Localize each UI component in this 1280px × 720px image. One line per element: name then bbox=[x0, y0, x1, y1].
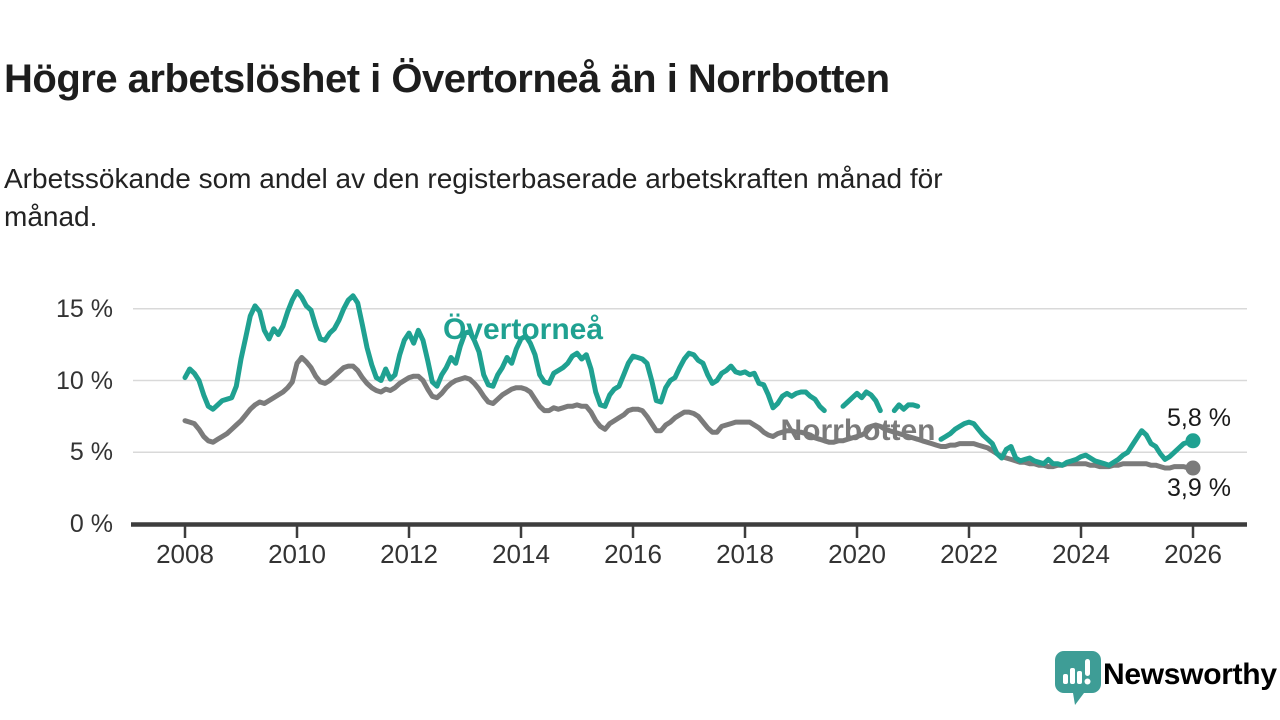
x-tick-label-2010: 2010 bbox=[268, 539, 326, 569]
series-label-övertorneå: Övertorneå bbox=[442, 313, 604, 346]
x-axis bbox=[131, 522, 1247, 538]
exclamation-dot bbox=[1084, 678, 1091, 685]
chart-subtitle: Arbetssökande som andel av den registerb… bbox=[4, 163, 943, 232]
y-tick-label-5: 5 % bbox=[69, 438, 113, 467]
x-tick-label-2018: 2018 bbox=[716, 539, 774, 569]
series-lines bbox=[182, 289, 1196, 471]
x-tick-label-2012: 2012 bbox=[380, 539, 438, 569]
end-value-label-norrbotten: 3,9 % bbox=[1167, 474, 1231, 502]
page-title: Högre arbetslöshet i Övertorneå än i Nor… bbox=[4, 56, 890, 101]
line-norrbotten bbox=[182, 355, 1196, 471]
line-övertorneå bbox=[182, 289, 1196, 468]
end-dot-övertorneå bbox=[1185, 433, 1201, 449]
newsworthy-logo: Newsworthy bbox=[1054, 648, 1280, 708]
end-value-label-övertorneå: 5,8 % bbox=[1167, 404, 1231, 432]
newsworthy-bubble-icon bbox=[1055, 651, 1101, 705]
x-tick-label-2016: 2016 bbox=[604, 539, 662, 569]
x-tick-label-2020: 2020 bbox=[828, 539, 886, 569]
y-tick-label-10: 10 % bbox=[56, 366, 113, 395]
x-tick-label-2014: 2014 bbox=[492, 539, 550, 569]
series-label-norrbotten: Norrbotten bbox=[780, 414, 936, 447]
gridlines bbox=[133, 307, 1247, 454]
y-tick-label-15: 15 % bbox=[56, 294, 113, 323]
x-tick-label-2008: 2008 bbox=[156, 539, 214, 569]
newsworthy-wordmark: Newsworthy bbox=[1103, 658, 1277, 691]
y-tick-label-0: 0 % bbox=[69, 510, 113, 538]
bar-3 bbox=[1077, 671, 1082, 684]
bar-1 bbox=[1063, 674, 1068, 684]
exclamation-bar bbox=[1085, 659, 1090, 676]
bar-2 bbox=[1070, 668, 1075, 684]
x-tick-label-2022: 2022 bbox=[940, 539, 998, 569]
x-tick-label-2026: 2026 bbox=[1164, 539, 1222, 569]
series-end-dots bbox=[1185, 433, 1201, 476]
end-dot-norrbotten bbox=[1185, 460, 1201, 476]
x-tick-label-2024: 2024 bbox=[1052, 539, 1110, 569]
